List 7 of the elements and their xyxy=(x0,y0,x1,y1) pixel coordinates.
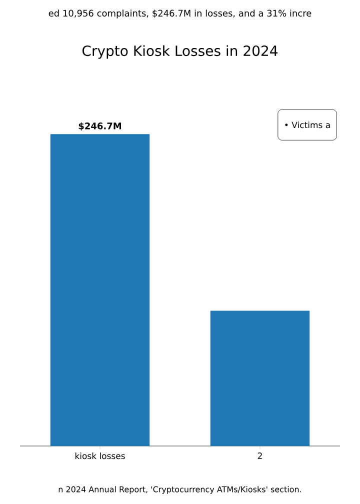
text: • Victims a xyxy=(285,122,330,128)
data-label: $246.7M xyxy=(78,122,122,131)
x-tick-label: kiosk losses xyxy=(75,452,125,460)
chart-title: Crypto Kiosk Losses in 2024 xyxy=(82,45,278,59)
text: n 2024 Annual Report, 'Cryptocurrency ATMs/Kiosks' section. xyxy=(58,486,302,494)
x-tick-label: 2 xyxy=(258,452,262,459)
chart-subtitle: ed 10,956 complaints, $246.7M in losses, and a 31% incre xyxy=(48,10,312,18)
